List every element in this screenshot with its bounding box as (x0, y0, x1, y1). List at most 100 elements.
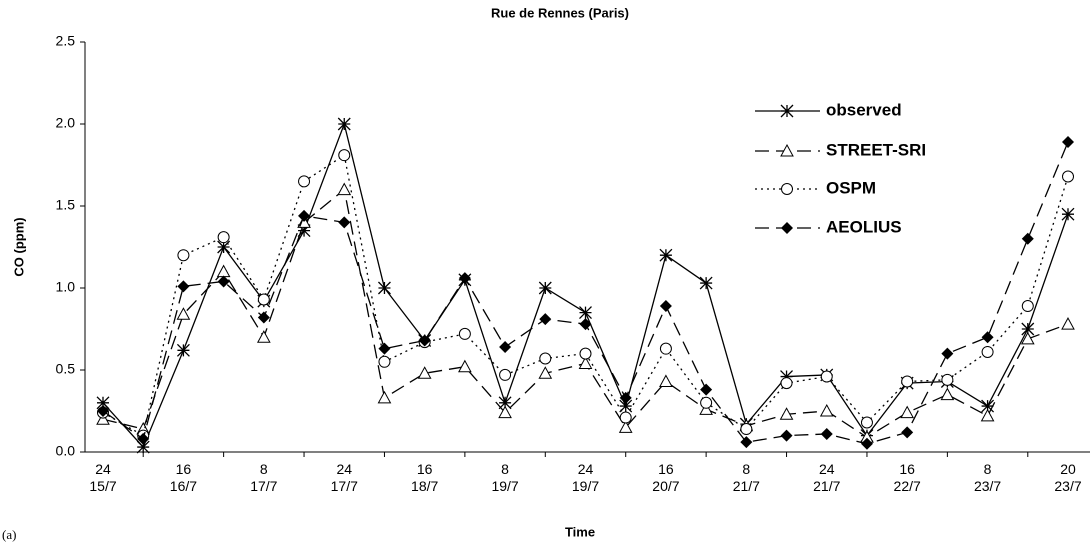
x-tick-label-line: 16 (176, 461, 192, 477)
x-tick-label-line: 24 (336, 461, 352, 477)
marker (1062, 170, 1074, 183)
marker (378, 355, 391, 368)
marker (779, 407, 794, 420)
marker (539, 313, 552, 326)
marker (981, 331, 994, 344)
marker (981, 345, 994, 358)
x-tick-label-line: 21/7 (813, 478, 840, 494)
y-tick-label: 2.5 (56, 33, 76, 49)
x-tick-label: 24 21/7 (813, 461, 840, 494)
marker (1021, 322, 1035, 336)
marker (780, 370, 794, 384)
series-line (102, 141, 1069, 445)
marker (901, 375, 914, 388)
marker (578, 356, 593, 369)
x-tick-label-line: 20 (1060, 461, 1076, 477)
marker (619, 399, 633, 413)
x-tick-label-line: 19/7 (491, 478, 518, 494)
x-tick-label-line: 23/7 (1054, 478, 1081, 494)
marker (981, 399, 995, 413)
marker (136, 440, 150, 454)
marker (819, 403, 834, 417)
x-tick-label-line: 24 (819, 461, 835, 477)
series-line (102, 121, 1069, 449)
marker (298, 209, 311, 222)
marker (458, 327, 471, 340)
x-tick-label-line: 24 (578, 461, 594, 477)
marker (499, 368, 512, 381)
marker (96, 412, 110, 425)
marker (940, 387, 955, 401)
marker (538, 366, 553, 379)
x-tick-label-line: 22/7 (894, 478, 921, 494)
marker (941, 347, 954, 360)
marker (820, 427, 833, 440)
x-tick-label-line: 15/7 (89, 478, 116, 494)
x-tick-label: 20 23/7 (1054, 461, 1081, 494)
y-tick-label: 1.0 (56, 279, 76, 295)
marker (297, 224, 311, 238)
x-tick-label-line: 17/7 (250, 478, 277, 494)
marker (216, 264, 231, 278)
marker (699, 402, 713, 415)
x-tick-label: 24 15/7 (89, 461, 116, 494)
marker (579, 318, 592, 331)
marker (417, 366, 432, 379)
marker (217, 275, 230, 288)
x-tick-label-line: 8 (984, 461, 992, 477)
marker (458, 272, 471, 285)
x-tick-label: 24 19/7 (572, 461, 599, 494)
marker (538, 281, 552, 295)
y-axis-label: CO (ppm) (11, 217, 26, 276)
marker (860, 416, 873, 429)
marker (458, 359, 472, 373)
y-tick-label: 2.0 (56, 115, 76, 131)
panel-label: (a) (2, 527, 16, 542)
marker (337, 182, 352, 196)
marker (256, 330, 271, 343)
x-tick-label: 8 17/7 (250, 461, 277, 494)
x-tick-label-line: 16 (417, 461, 433, 477)
marker (1062, 136, 1074, 149)
x-tick-label-line: 16/7 (170, 478, 197, 494)
marker (1061, 317, 1075, 330)
marker (780, 143, 794, 157)
x-tick-label: 16 20/7 (652, 461, 679, 494)
marker (579, 347, 592, 360)
legend-label: AEOLIUS (826, 217, 902, 236)
marker (377, 390, 392, 404)
marker (298, 175, 311, 188)
marker (1020, 331, 1035, 345)
legend-label: OSPM (826, 178, 876, 197)
marker (781, 183, 793, 195)
x-tick-label: 24 17/7 (331, 461, 358, 494)
marker (177, 249, 190, 262)
x-tick-label-line: 18/7 (411, 478, 438, 494)
marker (659, 374, 673, 387)
marker (700, 396, 713, 409)
marker (699, 276, 713, 290)
marker (619, 411, 632, 424)
x-tick-label-line: 16 (658, 461, 674, 477)
x-tick-label: 16 16/7 (170, 461, 197, 494)
marker (337, 117, 351, 131)
marker (780, 429, 793, 442)
marker (498, 396, 512, 410)
x-tick-label: 8 21/7 (733, 461, 760, 494)
x-tick-label-line: 17/7 (331, 478, 358, 494)
x-tick-label: 16 22/7 (894, 461, 921, 494)
chart-title: Rue de Rennes (Paris) (491, 5, 629, 20)
x-tick-label-line: 20/7 (652, 478, 679, 494)
marker (257, 311, 270, 324)
x-tick-label: 16 18/7 (411, 461, 438, 494)
marker (659, 342, 672, 355)
marker (217, 240, 231, 254)
legend-label: observed (826, 100, 902, 119)
marker (901, 426, 914, 439)
marker (618, 420, 633, 433)
marker (378, 342, 391, 355)
marker (217, 231, 230, 244)
marker (177, 280, 190, 293)
marker (740, 423, 753, 436)
marker (176, 343, 190, 357)
